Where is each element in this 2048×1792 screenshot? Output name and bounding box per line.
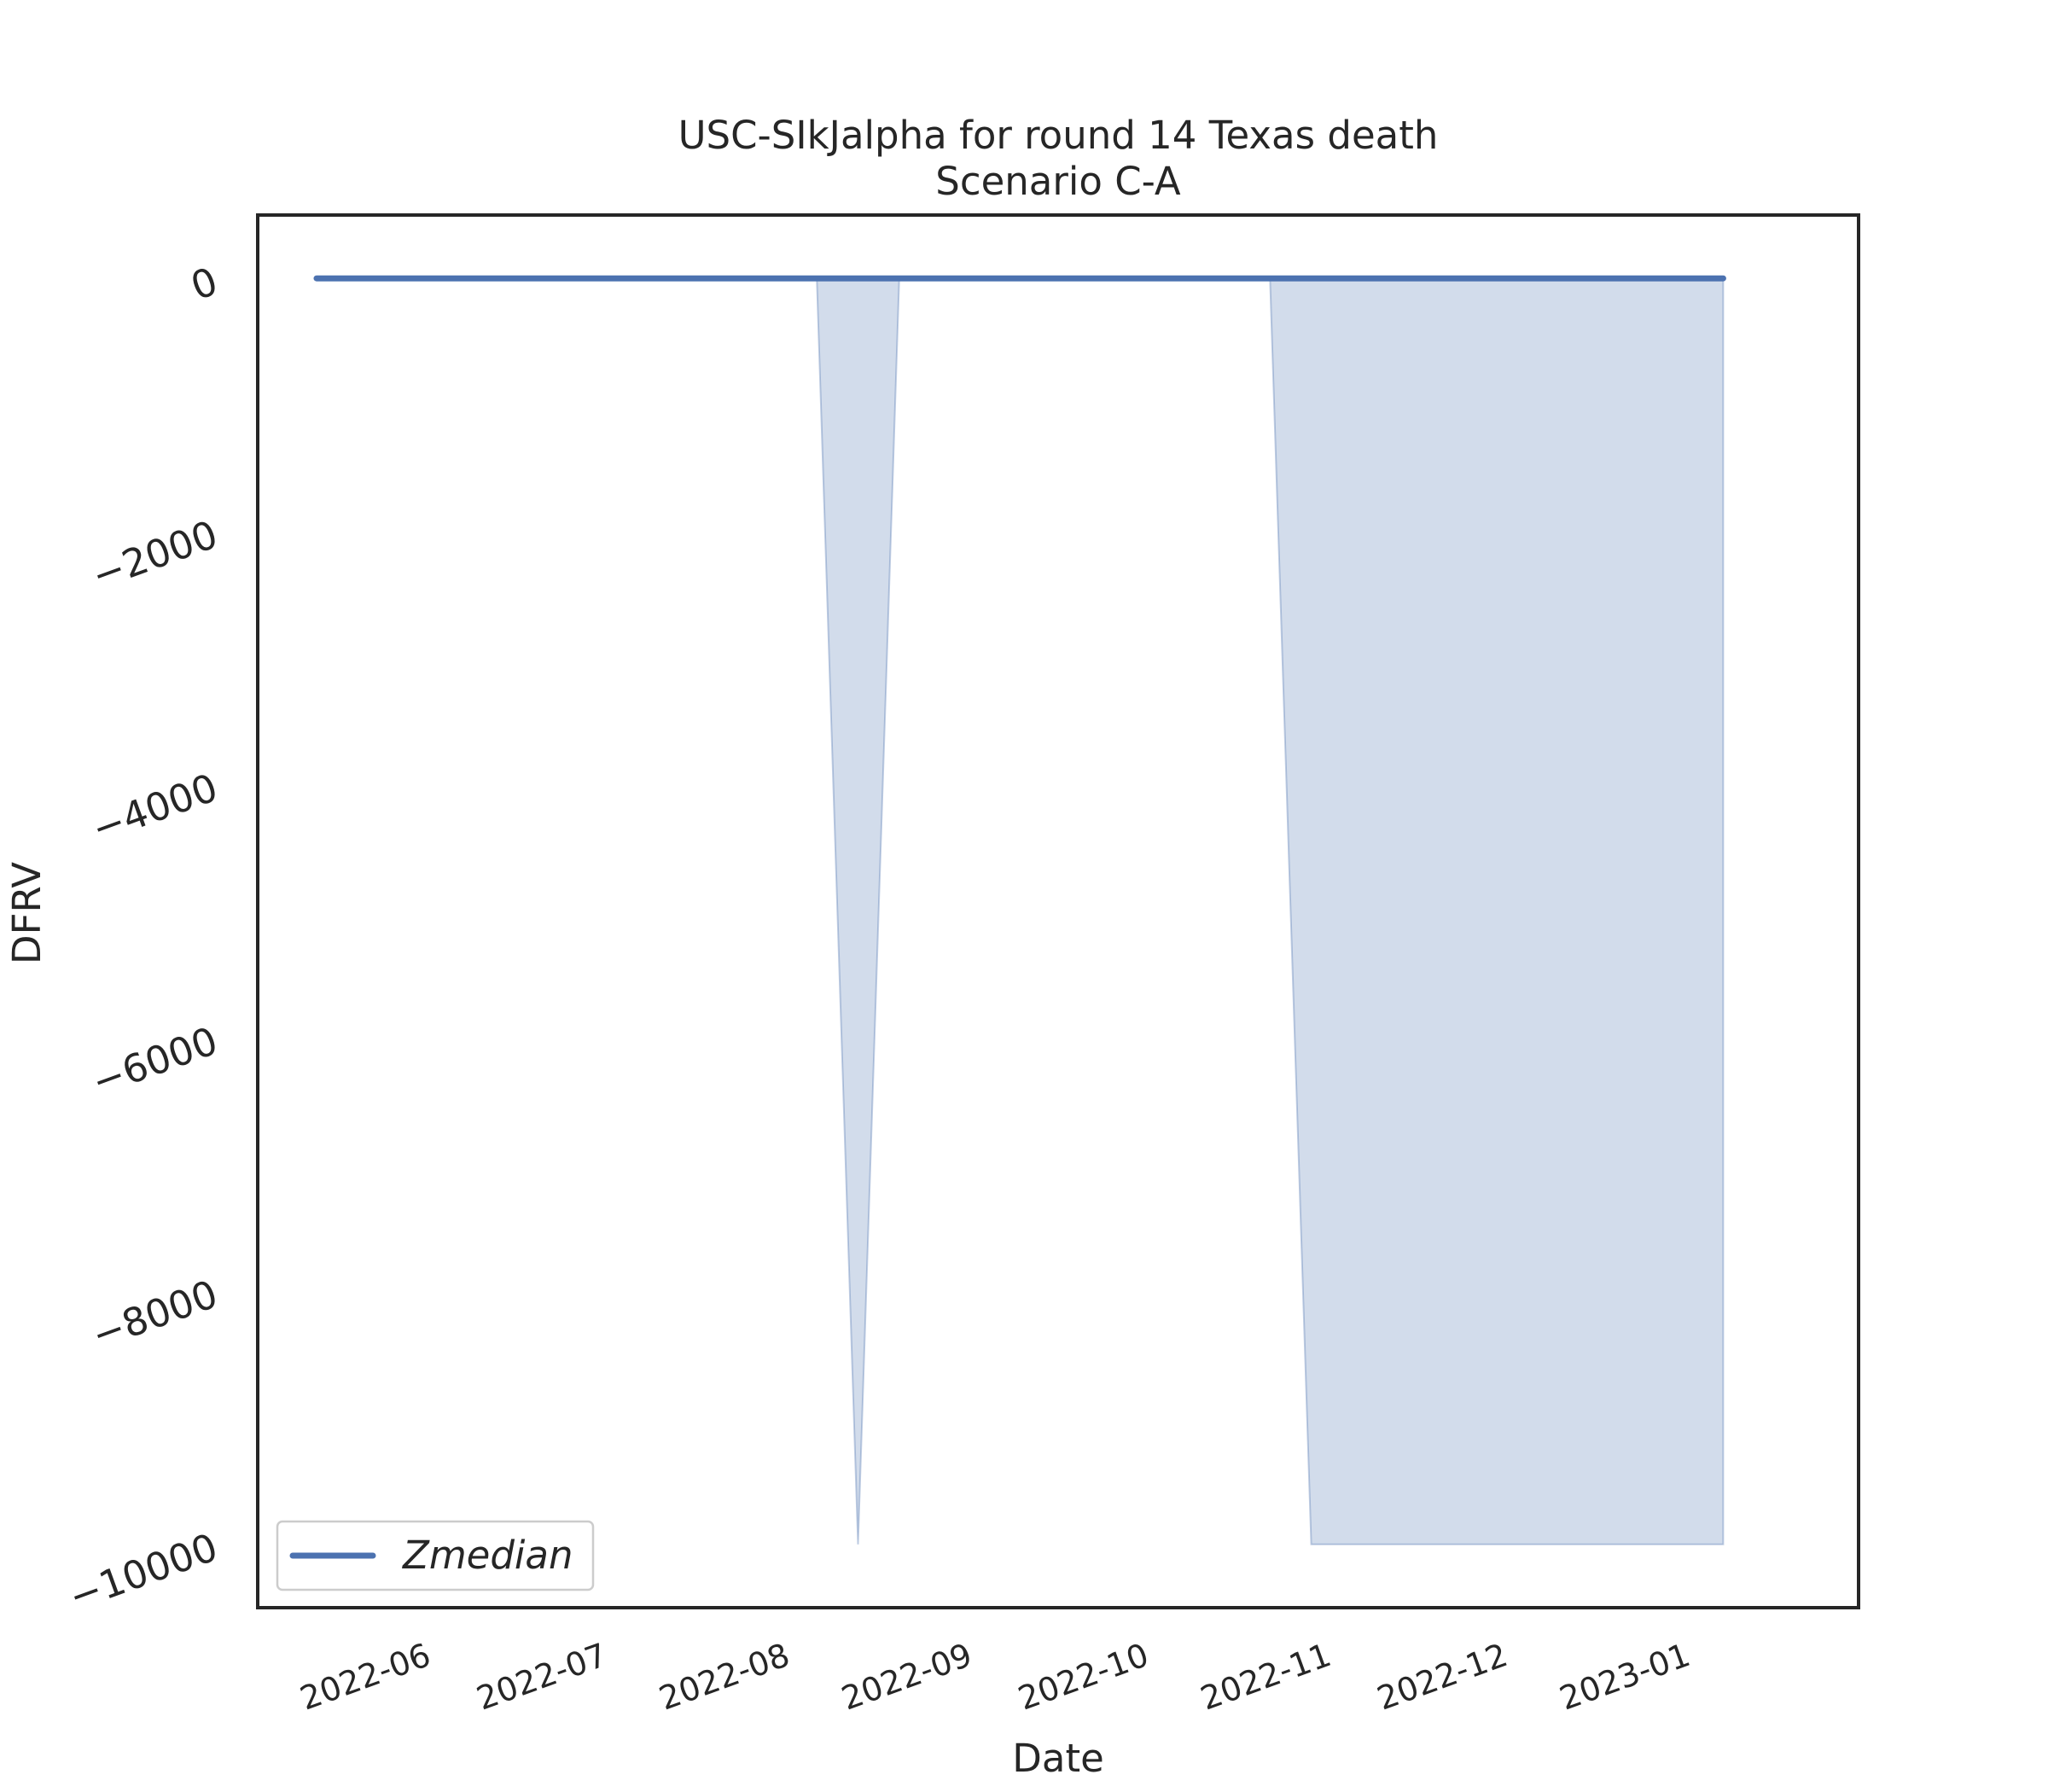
x-tick-label: 2022-08: [655, 1636, 794, 1718]
x-tick-label: 2023-01: [1555, 1636, 1695, 1718]
y-tick-label: −2000: [86, 511, 224, 598]
x-axis-ticks: 2022-06 2022-07 2022-08 2022-09 2022-10 2022-…: [295, 1636, 1695, 1718]
x-tick-label: 2022-10: [1013, 1636, 1153, 1718]
y-tick-label: −6000: [86, 1018, 224, 1105]
y-tick-label: 0: [185, 259, 224, 310]
chart-subtitle: Scenario C-A: [935, 159, 1181, 204]
legend-box: [276, 1520, 595, 1591]
x-tick-label: 2022-12: [1372, 1636, 1512, 1718]
x-tick-label: 2022-09: [836, 1636, 976, 1718]
legend-label-zmedian: Zmedian: [402, 1533, 573, 1578]
plot-frame: [256, 213, 1860, 1609]
y-tick-label: −4000: [86, 765, 224, 852]
confidence-band-area: [317, 277, 1725, 1545]
x-tick-label: 2022-06: [295, 1636, 435, 1718]
legend: Zmedian: [276, 1520, 595, 1591]
chart-title: USC-SIkJalpha for round 14 Texas death: [678, 113, 1439, 158]
y-tick-label: −10000: [63, 1524, 224, 1620]
y-tick-label: −8000: [86, 1271, 224, 1359]
y-axis-ticks: 0 −2000 −4000 −6000 −8000 −10000: [63, 259, 224, 1620]
x-tick-label: 2022-11: [1196, 1636, 1335, 1718]
x-tick-label: 2022-07: [472, 1636, 612, 1718]
y-axis-label: DFRV: [4, 862, 49, 964]
x-axis-label: Date: [1012, 1736, 1104, 1781]
confidence-band: [317, 277, 1725, 1545]
